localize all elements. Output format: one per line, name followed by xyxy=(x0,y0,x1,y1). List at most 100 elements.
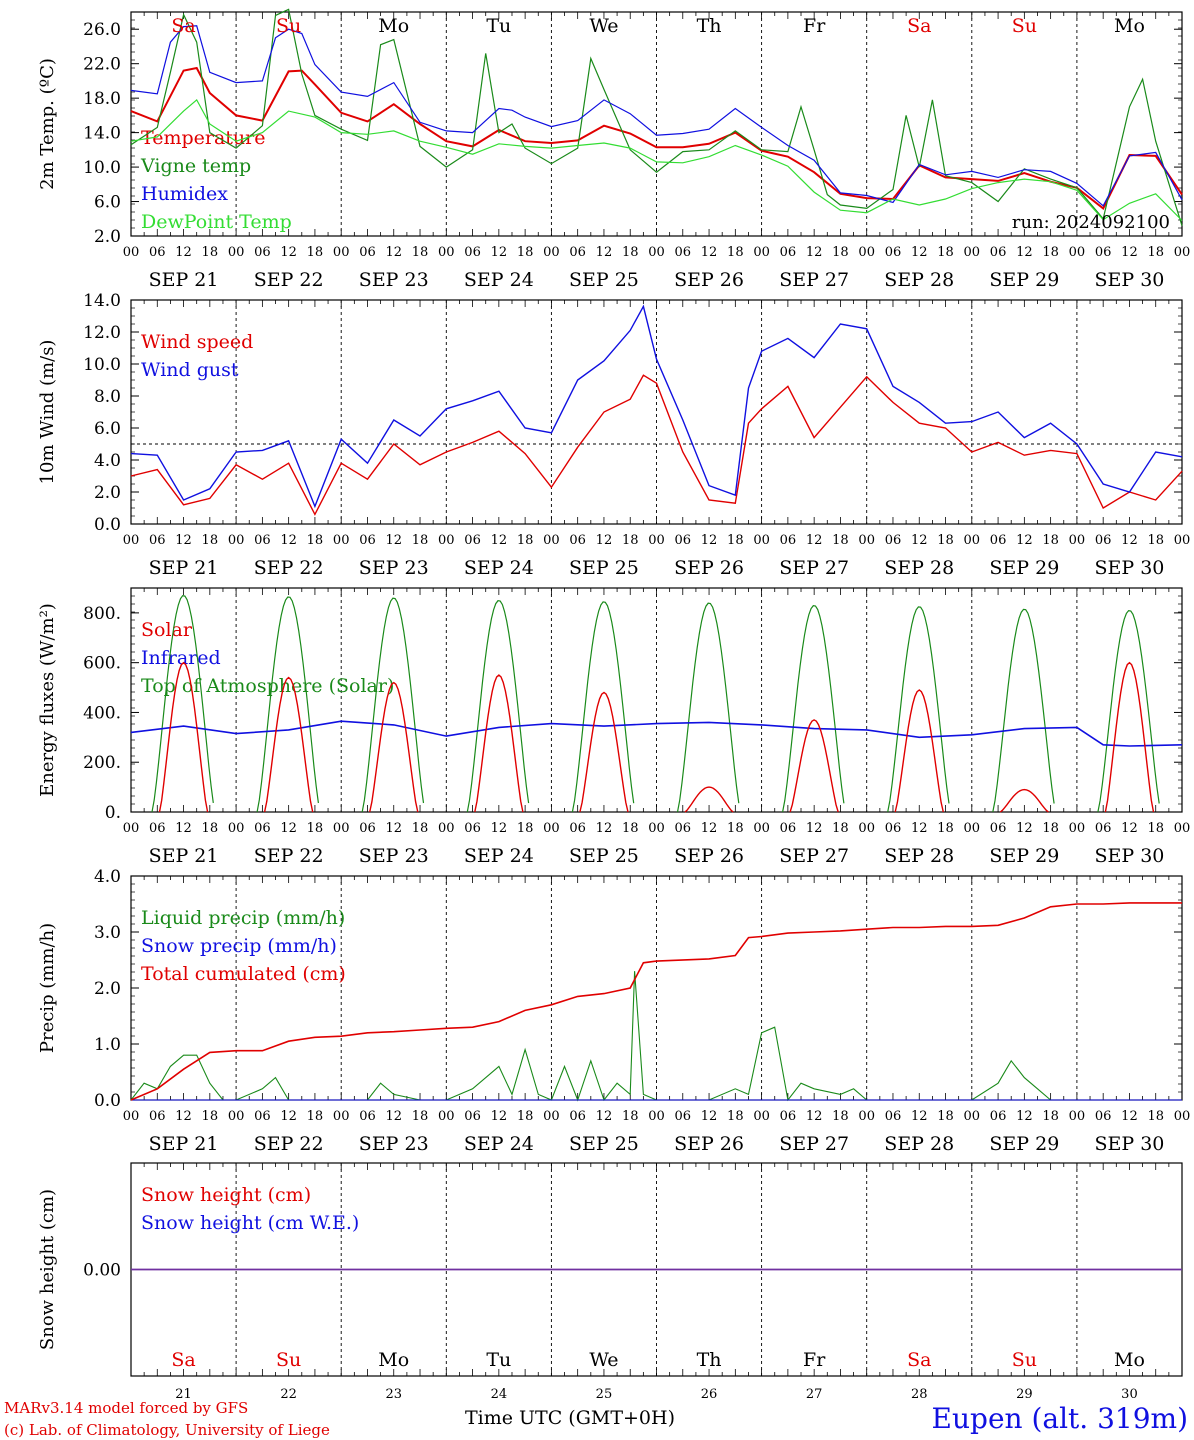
hour-label: 06 xyxy=(990,533,1007,548)
legend-entry: Infrared xyxy=(141,647,221,669)
date-label: SEP 25 xyxy=(569,845,639,867)
hour-label: 06 xyxy=(464,245,481,260)
hour-label: 12 xyxy=(385,1109,402,1124)
series-line xyxy=(130,98,1183,221)
hour-label: 18 xyxy=(1042,821,1059,836)
date-label: SEP 27 xyxy=(779,557,849,579)
hour-label: 18 xyxy=(622,821,639,836)
hour-label: 18 xyxy=(307,245,324,260)
legend-entry: DewPoint Temp xyxy=(141,211,292,233)
hour-label: 18 xyxy=(727,1109,744,1124)
hour-label: 12 xyxy=(701,821,718,836)
date-label: SEP 29 xyxy=(989,845,1059,867)
panel-5: 0.00 Snow height (cm) Snow height (cm) Snow… xyxy=(37,1162,1183,1402)
weekday-label: Sa xyxy=(171,15,195,37)
hour-label: 06 xyxy=(1095,533,1112,548)
panel-4: 0.0 1.0 2.0 3.0 4.0 Precip (mm/h) 00 06 12 18 SEP … xyxy=(37,867,1190,1155)
date-label: SEP 21 xyxy=(149,269,219,291)
date-label: SEP 27 xyxy=(779,845,849,867)
hour-label: 06 xyxy=(990,245,1007,260)
hour-label: 12 xyxy=(806,245,823,260)
day-number-label: 28 xyxy=(911,1387,928,1402)
day-number-label: 23 xyxy=(385,1387,402,1402)
y-tick-label: 4.0 xyxy=(94,867,121,887)
hour-label: 12 xyxy=(385,821,402,836)
hour-label: 18 xyxy=(1147,1109,1164,1124)
date-label: SEP 30 xyxy=(1095,557,1165,579)
hour-label: 06 xyxy=(569,821,586,836)
weekday-label: Sa xyxy=(907,1349,931,1371)
hour-label: 00 xyxy=(123,1109,140,1124)
y-tick-label: 0.0 xyxy=(94,1091,121,1111)
hour-label: 12 xyxy=(385,533,402,548)
date-label: SEP 29 xyxy=(989,1133,1059,1155)
hour-label: 18 xyxy=(1042,1109,1059,1124)
weekday-label: Sa xyxy=(171,1349,195,1371)
date-label: SEP 22 xyxy=(254,1133,324,1155)
date-label: SEP 25 xyxy=(569,1133,639,1155)
hour-label: 00 xyxy=(1174,821,1191,836)
series-line xyxy=(130,374,1183,516)
hour-label: 00 xyxy=(438,533,455,548)
hour-label: 06 xyxy=(359,1109,376,1124)
hour-label: 00 xyxy=(648,1109,665,1124)
series-line xyxy=(130,25,1183,207)
weekday-label: Fr xyxy=(803,1349,826,1371)
date-label: SEP 26 xyxy=(674,269,744,291)
hour-label: 18 xyxy=(832,533,849,548)
y-tick-label: 0. xyxy=(105,803,121,823)
hour-label: 18 xyxy=(727,821,744,836)
hour-label: 06 xyxy=(464,1109,481,1124)
hour-label: 12 xyxy=(1121,533,1138,548)
day-number-label: 24 xyxy=(491,1387,508,1402)
hour-label: 18 xyxy=(1147,245,1164,260)
hour-label: 12 xyxy=(175,821,192,836)
series-line xyxy=(130,304,1183,509)
hour-label: 00 xyxy=(964,821,981,836)
series-line xyxy=(130,902,1182,1101)
hour-label: 00 xyxy=(228,1109,245,1124)
hour-label: 12 xyxy=(911,821,928,836)
date-label: SEP 23 xyxy=(359,557,429,579)
hour-label: 12 xyxy=(806,821,823,836)
hour-label: 12 xyxy=(491,533,508,548)
date-label: SEP 25 xyxy=(569,557,639,579)
station-name: Eupen (alt. 319m) xyxy=(932,1402,1188,1435)
hour-label: 12 xyxy=(701,533,718,548)
weekday-label: Su xyxy=(276,1349,301,1371)
date-label: SEP 22 xyxy=(254,845,324,867)
hour-label: 18 xyxy=(937,245,954,260)
hour-label: 18 xyxy=(307,821,324,836)
hour-label: 18 xyxy=(832,245,849,260)
legend-entry: Wind speed xyxy=(141,331,253,353)
hour-label: 18 xyxy=(412,533,429,548)
hour-label: 06 xyxy=(254,1109,271,1124)
date-label: SEP 26 xyxy=(674,1133,744,1155)
y-tick-label: 6.0 xyxy=(94,419,121,439)
hour-label: 06 xyxy=(254,821,271,836)
weekday-label: Tu xyxy=(486,1349,511,1371)
hour-label: 00 xyxy=(753,1109,770,1124)
date-label: SEP 27 xyxy=(779,1133,849,1155)
y-tick-label: 12.0 xyxy=(83,323,121,343)
date-label: SEP 29 xyxy=(989,557,1059,579)
hour-label: 18 xyxy=(832,1109,849,1124)
day-number-label: 30 xyxy=(1121,1387,1138,1402)
plot-frame xyxy=(130,587,1183,813)
hour-label: 18 xyxy=(937,1109,954,1124)
hour-label: 12 xyxy=(596,821,613,836)
date-label: SEP 28 xyxy=(884,845,954,867)
hour-label: 18 xyxy=(622,533,639,548)
hour-label: 12 xyxy=(1016,821,1033,836)
date-label: SEP 21 xyxy=(149,557,219,579)
hour-label: 06 xyxy=(675,1109,692,1124)
hour-label: 00 xyxy=(964,245,981,260)
hour-label: 06 xyxy=(149,1109,166,1124)
hour-label: 18 xyxy=(202,245,219,260)
hour-label: 18 xyxy=(832,821,849,836)
weekday-label: Mo xyxy=(1114,1349,1145,1371)
hour-label: 06 xyxy=(675,821,692,836)
hour-label: 00 xyxy=(123,245,140,260)
hour-label: 06 xyxy=(254,245,271,260)
hour-label: 18 xyxy=(1147,821,1164,836)
